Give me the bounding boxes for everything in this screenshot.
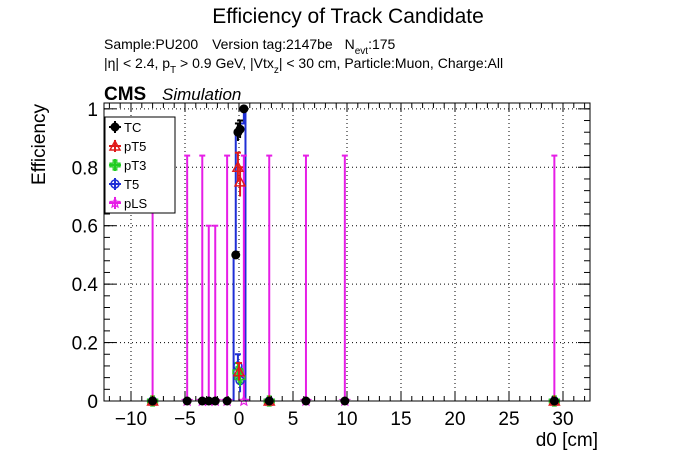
nevt-value: :175 bbox=[368, 36, 395, 52]
series-pls bbox=[146, 154, 561, 407]
x-tick-label: −5 bbox=[174, 409, 196, 430]
legend-marker-t5 bbox=[110, 179, 120, 189]
x-tick-label: 20 bbox=[444, 409, 465, 430]
nevt-prefix: N bbox=[345, 36, 355, 52]
legend-label-tc: TC bbox=[124, 120, 141, 135]
chart-title: Efficiency of Track Candidate bbox=[212, 5, 484, 28]
x-tick-label: −10 bbox=[115, 409, 147, 430]
data-point-tc bbox=[235, 124, 245, 134]
x-tick-label: 15 bbox=[390, 409, 411, 430]
legend: TC pT5 pT3 T5 pLS bbox=[104, 116, 176, 214]
y-tick-label: 1 bbox=[87, 100, 98, 121]
y-tick-label: 0.2 bbox=[72, 334, 98, 355]
x-tick-label: 10 bbox=[336, 409, 357, 430]
data-point-tc bbox=[231, 250, 241, 260]
x-tick-label: 25 bbox=[498, 409, 519, 430]
legend-marker-pls bbox=[108, 196, 122, 209]
data-point-tc bbox=[239, 104, 249, 114]
legend-marker-pt3 bbox=[109, 159, 121, 171]
cms-label: CMS bbox=[104, 84, 146, 105]
sample-info: Sample:PU200 Version tag:2147be Nevt:175 bbox=[104, 36, 396, 57]
x-tick-label: 30 bbox=[552, 409, 573, 430]
sample-label: Sample:PU200 bbox=[104, 36, 198, 52]
data-point-pt5 bbox=[233, 175, 247, 187]
version-tag-label: Version tag:2147be bbox=[212, 36, 333, 52]
y-tick-label: 0 bbox=[87, 392, 98, 413]
data-point-pt5 bbox=[232, 365, 246, 377]
legend-label-pt3: pT3 bbox=[124, 158, 146, 173]
y-axis-title: Efficiency bbox=[29, 104, 50, 185]
data-series bbox=[146, 104, 561, 407]
legend-label-t5: T5 bbox=[124, 177, 139, 192]
x-tick-label: 5 bbox=[288, 409, 299, 430]
legend-marker-pt5 bbox=[108, 139, 122, 151]
legend-marker-tc bbox=[110, 122, 120, 132]
axes: −10 −5 0 5 10 15 20 25 30 0 0.2 0.4 0.6 0.8 1 bbox=[72, 100, 591, 430]
data-point-pls bbox=[237, 394, 251, 407]
x-axis-title: d0 [cm] bbox=[536, 430, 598, 451]
x-tick-label: 0 bbox=[234, 409, 245, 430]
simulation-label: Simulation bbox=[162, 85, 241, 104]
nevt-subscript: evt bbox=[355, 46, 369, 57]
legend-label-pt5: pT5 bbox=[124, 139, 146, 154]
y-tick-label: 0.8 bbox=[72, 158, 98, 179]
grid-lines bbox=[104, 103, 590, 402]
selection-cuts: |η| < 2.4, pT > 0.9 GeV, |Vtxz| < 30 cm,… bbox=[104, 55, 503, 76]
legend-label-pls: pLS bbox=[124, 196, 147, 211]
series-tc bbox=[148, 104, 559, 406]
y-tick-label: 0.4 bbox=[72, 275, 99, 296]
y-tick-label: 0.6 bbox=[72, 217, 98, 238]
